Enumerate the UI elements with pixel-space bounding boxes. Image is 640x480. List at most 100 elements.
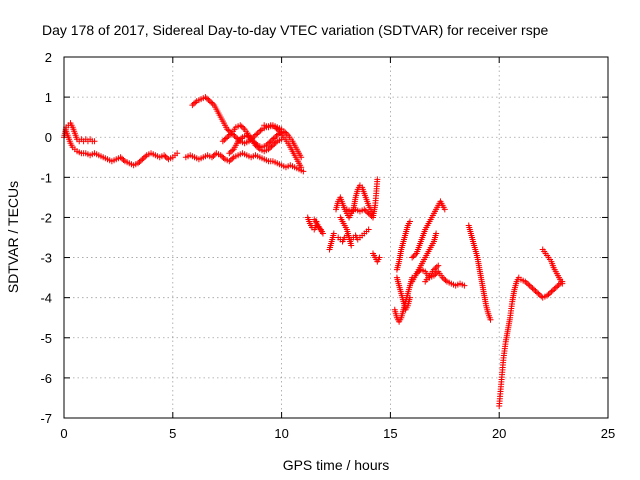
y-tick-label: -3: [40, 251, 52, 266]
x-tick-label: 25: [601, 426, 615, 441]
data-point: [409, 254, 416, 261]
data-point: [189, 102, 196, 109]
data-point: [278, 126, 285, 133]
data-point: [544, 292, 551, 299]
data-point: [256, 128, 263, 135]
data-point: [271, 140, 278, 147]
data-point: [246, 134, 253, 141]
data-point: [433, 230, 440, 237]
data-point: [522, 278, 529, 285]
data-point: [137, 157, 144, 164]
data-point: [555, 281, 562, 288]
data-point: [142, 153, 149, 160]
data-point: [210, 152, 217, 159]
data-point: [251, 132, 258, 139]
data-point: [536, 291, 543, 298]
data-point: [269, 142, 276, 149]
data-point: [236, 136, 243, 143]
data-point: [255, 144, 262, 151]
data-point: [266, 139, 273, 146]
data-point: [528, 283, 535, 290]
data-point: [267, 138, 274, 145]
data-point: [365, 226, 372, 233]
data-point: [545, 291, 552, 298]
y-tick-label: -1: [40, 170, 52, 185]
y-tick-label: -5: [40, 331, 52, 346]
data-point: [224, 126, 231, 133]
y-tick-label: -4: [40, 291, 52, 306]
data-point: [548, 288, 555, 295]
data-point: [435, 262, 442, 269]
data-point: [410, 253, 417, 260]
data-point: [208, 154, 215, 161]
data-point: [274, 131, 281, 138]
data-point: [282, 129, 289, 136]
data-point: [91, 138, 98, 145]
data-point: [257, 127, 264, 134]
data-point: [208, 99, 215, 106]
data-point: [546, 289, 553, 296]
data-point: [139, 156, 146, 163]
data-point: [232, 134, 239, 141]
plot-frame: [63, 56, 609, 419]
data-point: [361, 206, 368, 213]
data-point: [220, 154, 227, 161]
data-point: [441, 275, 448, 282]
x-tick-label: 15: [383, 426, 397, 441]
data-point: [252, 142, 259, 149]
data-point: [412, 251, 419, 258]
data-point: [442, 277, 449, 284]
data-point: [245, 133, 252, 140]
data-point: [348, 242, 355, 249]
data-point: [433, 263, 440, 270]
data-point: [219, 138, 226, 145]
data-point: [253, 131, 260, 138]
data-point: [526, 282, 533, 289]
x-tick-label: 20: [492, 426, 506, 441]
data-point: [219, 153, 226, 160]
data-point: [362, 207, 369, 214]
data-point: [161, 152, 168, 159]
data-point: [531, 286, 538, 293]
y-tick-labels: -7 -6 -5 -4 -3 -2 -1 0 1 2: [40, 50, 52, 426]
data-point: [263, 142, 270, 149]
data-point: [298, 164, 305, 171]
y-tick-label: 1: [45, 90, 52, 105]
data-point: [243, 132, 250, 139]
data-point: [136, 158, 143, 165]
data-point: [269, 136, 276, 143]
data-point: [272, 139, 279, 146]
data-point: [134, 160, 141, 167]
data-point: [554, 283, 561, 290]
data-point: [532, 287, 539, 294]
data-point: [364, 209, 371, 216]
y-tick-label: -7: [40, 411, 52, 426]
data-point: [432, 271, 439, 278]
data-point: [268, 143, 275, 150]
x-axis-label: GPS time / hours: [283, 457, 390, 473]
data-point: [227, 156, 234, 163]
data-point: [367, 211, 374, 218]
data-point: [265, 146, 272, 153]
data-point: [229, 147, 236, 154]
data-point: [229, 155, 236, 162]
data-point: [441, 206, 448, 213]
data-point: [226, 150, 233, 157]
data-point: [376, 254, 383, 261]
data-point: [235, 138, 242, 145]
data-point: [162, 153, 169, 160]
data-point: [533, 289, 540, 296]
data-point: [253, 143, 260, 150]
data-point: [237, 122, 244, 129]
data-point: [300, 168, 307, 175]
data-point: [272, 134, 279, 141]
data-point: [273, 132, 280, 139]
data-point: [119, 155, 126, 162]
data-point: [313, 218, 320, 225]
data-point: [559, 280, 566, 287]
data-point: [237, 135, 244, 142]
data-point: [365, 210, 372, 217]
data-point: [221, 136, 228, 143]
data-point: [551, 285, 558, 292]
